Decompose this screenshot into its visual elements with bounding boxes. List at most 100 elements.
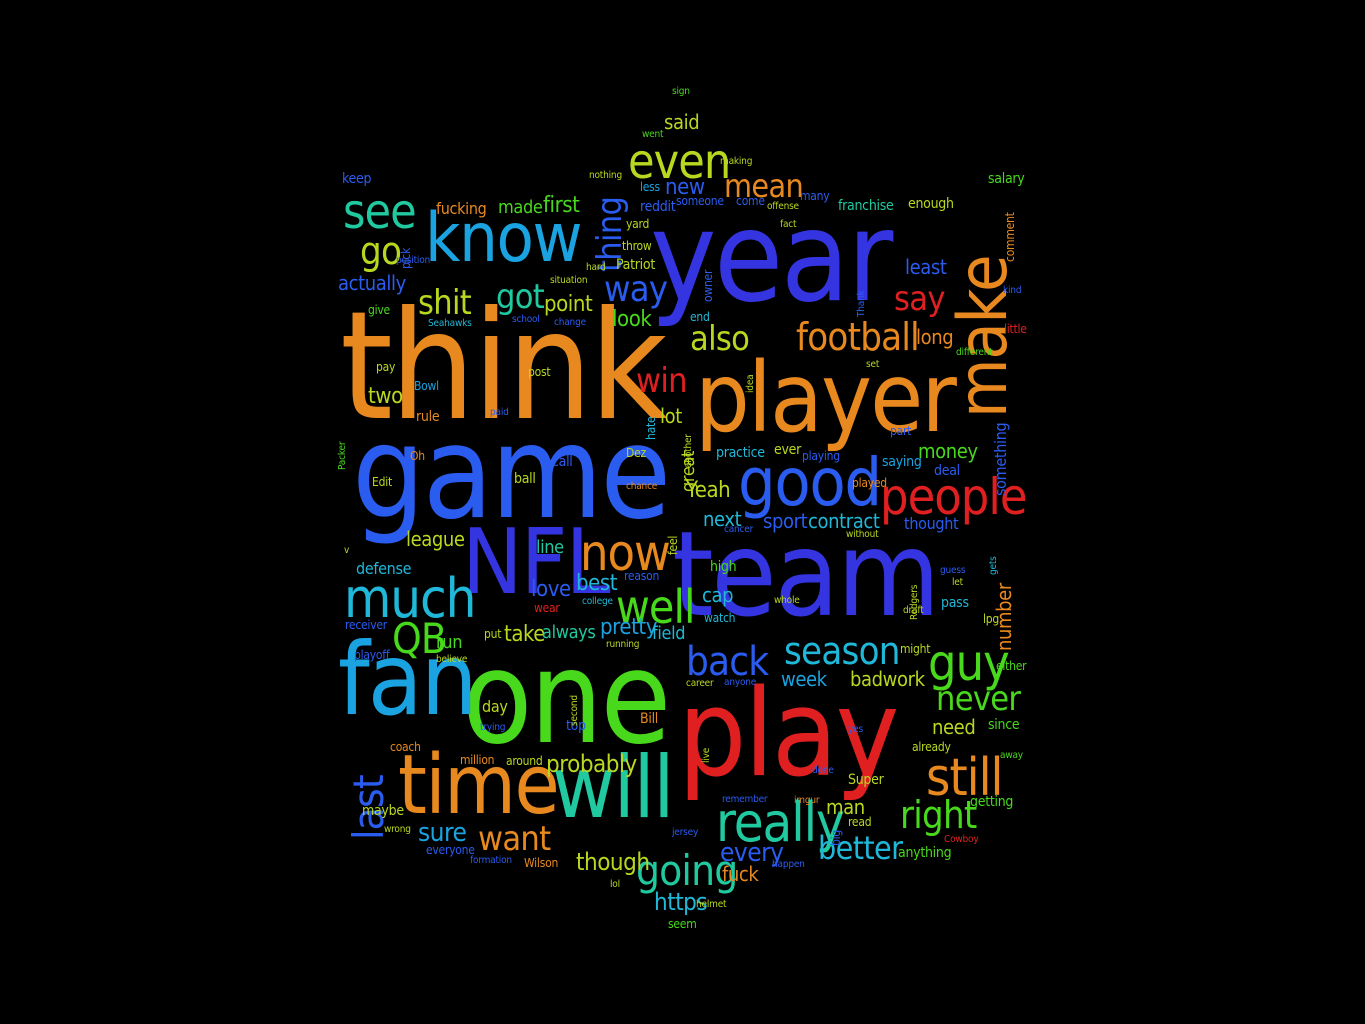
word-really: really [716, 791, 845, 854]
word-salary: salary [988, 171, 1025, 187]
word-enough: enough [908, 196, 954, 212]
word-better: better [818, 829, 903, 867]
word-draft: draft [903, 605, 924, 616]
word-throw: throw [622, 239, 652, 253]
word-since: since [988, 717, 1020, 733]
word-got: got [496, 277, 545, 317]
word-even: even [628, 134, 731, 190]
word-call: call [552, 454, 573, 470]
word-thank: Thank [856, 290, 867, 317]
word-look: look [612, 307, 652, 332]
word-end: end [690, 310, 710, 324]
word-fuck: fuck [722, 862, 759, 886]
word-first: first [543, 193, 580, 218]
word-jersey: jersey [672, 827, 699, 838]
word-comment: comment [1003, 212, 1017, 262]
word-point: point [544, 292, 593, 317]
word-receiver: receiver [345, 618, 387, 632]
word-different: different [956, 347, 993, 358]
word-put: put [484, 627, 502, 641]
word-player: player [695, 342, 957, 454]
word-will: will [552, 738, 675, 838]
word-come: come [736, 194, 765, 208]
word-someone: someone [676, 194, 724, 208]
word-nothing: nothing [589, 170, 622, 181]
word-long: long [916, 325, 954, 349]
word-run: run [436, 632, 463, 653]
word-maybe: maybe [362, 803, 404, 819]
word-whole: whole [774, 595, 800, 606]
word-sure: sure [418, 818, 467, 848]
word-also: also [690, 319, 750, 359]
word-mean: mean [724, 167, 804, 205]
word-trying: trying [480, 722, 506, 733]
word-still: still [926, 748, 1004, 808]
word-many: many [800, 189, 830, 203]
word-play: play [678, 665, 899, 804]
word-career: career [686, 678, 714, 689]
word-keep: keep [342, 171, 372, 187]
word-said: said [664, 110, 700, 134]
word-anything: anything [898, 845, 952, 861]
word-field: field [652, 623, 686, 644]
word-next: next [703, 507, 742, 531]
word-wear: wear [534, 601, 560, 615]
word-formation: formation [470, 855, 512, 866]
word-sign: sign [672, 86, 690, 97]
word-dez: Dez [626, 446, 646, 460]
word-edit: Edit [372, 475, 392, 489]
word-new: new [665, 175, 705, 200]
word-football: football [796, 315, 920, 359]
word-hate: hate [644, 416, 658, 440]
word-always: always [542, 622, 596, 643]
word-https: https [654, 888, 708, 916]
word-might: might [900, 642, 931, 656]
word-making: making [720, 156, 753, 167]
word-watch: watch [704, 611, 736, 625]
word-guess: guess [940, 565, 966, 576]
word-v: v [344, 545, 350, 556]
word-something: something [991, 422, 1010, 496]
word-helmet: helmet [696, 899, 727, 910]
word-going: going [636, 846, 738, 895]
word-year: year [650, 185, 893, 330]
word-big: big [829, 830, 843, 846]
word-pay: pay [376, 360, 396, 374]
word-yard: yard [626, 217, 650, 231]
word-imgur: imgur [794, 795, 820, 806]
word-without: without [846, 529, 879, 540]
word-fucking: fucking [436, 199, 487, 218]
word-good: good [738, 444, 882, 521]
word-gets: gets [988, 556, 999, 575]
word-back: back [686, 639, 769, 685]
word-defense: defense [356, 559, 412, 578]
word-either: either [996, 659, 1027, 673]
word-made: made [498, 197, 543, 218]
word-fan: fan [338, 621, 478, 738]
word-two: two [368, 384, 403, 409]
word-chance: chance [626, 481, 658, 492]
word-playing: playing [802, 449, 840, 463]
word-super: Super [848, 772, 884, 788]
word-cancer: cancer [724, 524, 754, 535]
word-reddit: reddit [640, 199, 676, 215]
word-happen: happen [772, 859, 805, 870]
word-people: people [880, 468, 1028, 526]
word-post: post [528, 365, 551, 379]
word-well: well [616, 580, 696, 634]
word-went: went [642, 129, 664, 140]
word-saying: saying [882, 454, 922, 470]
word-seahawks: Seahawks [428, 318, 472, 329]
word-win: win [636, 361, 688, 401]
word-yes: yes [848, 724, 863, 735]
word-pick: pick [399, 247, 413, 269]
word-pass: pass [941, 595, 969, 611]
word-remember: remember [722, 794, 768, 805]
word-man: man [826, 795, 865, 819]
word-anyone: anyone [724, 677, 757, 688]
word-guy: guy [928, 634, 1010, 692]
word-nfl: NFL [462, 510, 611, 615]
word-take: take [504, 622, 545, 647]
word-practice: practice [716, 445, 765, 461]
